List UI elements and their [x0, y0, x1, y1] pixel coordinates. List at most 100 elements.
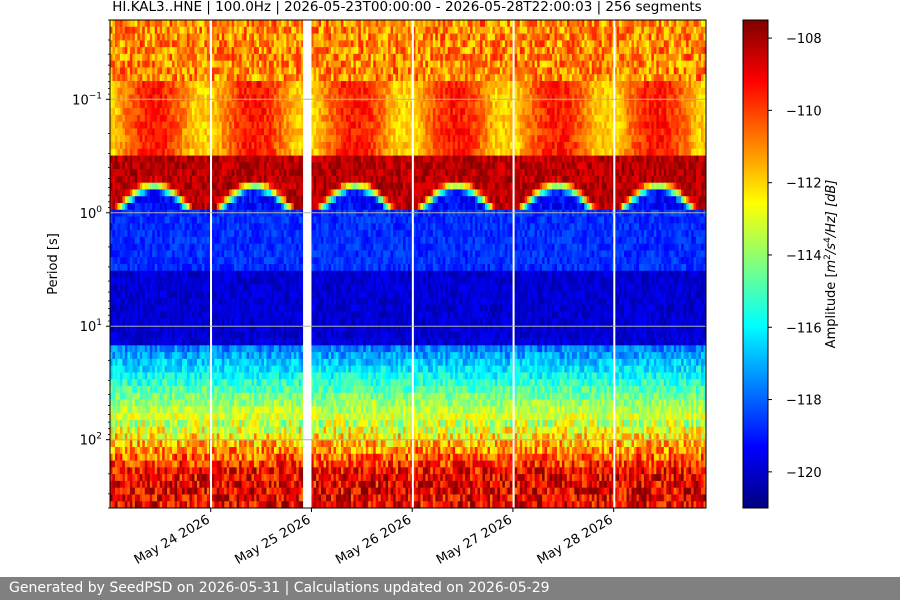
heatmap-cell	[139, 331, 143, 340]
heatmap-cell	[191, 47, 196, 55]
heatmap-cell	[281, 74, 285, 82]
heatmap-cell	[231, 358, 235, 367]
heatmap-cell	[236, 230, 240, 238]
heatmap-cell	[246, 325, 250, 333]
heatmap-cell	[194, 26, 198, 35]
heatmap-cell	[216, 345, 220, 353]
heatmap-cell	[276, 419, 280, 428]
heatmap-cell	[254, 243, 258, 252]
heatmap-cell	[162, 494, 166, 502]
heatmap-cell	[199, 413, 203, 421]
heatmap-cell	[114, 182, 119, 191]
heatmap-cell	[129, 114, 133, 123]
heatmap-cell	[239, 460, 243, 468]
heatmap-cell	[117, 20, 121, 28]
heatmap-cell	[169, 142, 173, 150]
heatmap-cell	[241, 209, 245, 218]
heatmap-cell	[204, 203, 208, 211]
heatmap-cell	[219, 311, 223, 319]
heatmap-cell	[169, 304, 173, 313]
heatmap-cell	[144, 365, 148, 374]
heatmap-cell	[124, 169, 128, 177]
heatmap-cell	[159, 474, 163, 482]
heatmap-cell	[206, 81, 210, 89]
heatmap-cell	[159, 135, 163, 143]
heatmap-cell	[129, 142, 133, 150]
heatmap-cell	[236, 81, 240, 89]
heatmap-cell	[276, 223, 280, 231]
heatmap-cell	[251, 87, 255, 96]
heatmap-cell	[273, 331, 277, 340]
heatmap-cell	[119, 433, 124, 441]
heatmap-cell	[278, 345, 282, 353]
heatmap-cell	[251, 20, 255, 28]
heatmap-cell	[281, 47, 285, 55]
heatmap-cell	[216, 325, 220, 333]
heatmap-cell	[211, 419, 215, 428]
heatmap-cell	[157, 169, 161, 177]
heatmap-cell	[144, 33, 148, 41]
heatmap-cell	[144, 67, 148, 75]
heatmap-cell	[162, 67, 166, 75]
heatmap-cell	[147, 236, 151, 245]
heatmap-cell	[261, 474, 265, 482]
heatmap-cell	[169, 203, 173, 211]
heatmap-cell	[219, 440, 223, 448]
heatmap-cell	[224, 480, 228, 489]
heatmap-cell	[259, 67, 263, 75]
heatmap-cell	[219, 480, 223, 489]
heatmap-cell	[129, 182, 133, 191]
heatmap-cell	[236, 40, 240, 48]
heatmap-cell	[246, 297, 250, 306]
heatmap-cell	[144, 209, 148, 218]
heatmap-cell	[214, 501, 218, 508]
heatmap-cell	[134, 264, 138, 272]
heatmap-cell	[256, 67, 260, 75]
heatmap-cell	[239, 474, 243, 482]
heatmap-cell	[191, 297, 196, 306]
heatmap-cell	[191, 352, 196, 360]
heatmap-cell	[278, 399, 282, 407]
heatmap-cell	[271, 26, 275, 35]
heatmap-cell	[177, 379, 181, 387]
heatmap-cell	[149, 352, 153, 360]
heatmap-cell	[142, 175, 146, 184]
heatmap-cell	[119, 182, 124, 191]
heatmap-cell	[199, 216, 203, 224]
heatmap-cell	[259, 114, 263, 123]
heatmap-cell	[122, 419, 126, 428]
heatmap-cell	[174, 128, 178, 136]
heatmap-cell	[177, 250, 181, 258]
heatmap-cell	[177, 406, 181, 414]
heatmap-cell	[241, 33, 245, 41]
heatmap-cell	[142, 81, 146, 89]
heatmap-cell	[114, 419, 119, 428]
heatmap-cell	[221, 60, 225, 69]
heatmap-cell	[110, 87, 114, 96]
heatmap-cell	[142, 284, 146, 292]
heatmap-cell	[259, 379, 263, 387]
heatmap-cell	[221, 243, 225, 252]
heatmap-cell	[124, 413, 128, 421]
heatmap-cell	[236, 264, 240, 272]
heatmap-cell	[204, 26, 208, 35]
heatmap-cell	[191, 453, 196, 462]
heatmap-cell	[259, 209, 263, 218]
heatmap-cell	[162, 33, 166, 41]
heatmap-cell	[211, 142, 215, 150]
heatmap-cell	[249, 128, 253, 136]
heatmap-cell	[172, 311, 176, 319]
heatmap-cell	[236, 236, 240, 245]
heatmap-cell	[110, 114, 114, 123]
heatmap-cell	[124, 406, 128, 414]
heatmap-cell	[244, 250, 248, 258]
heatmap-cell	[221, 494, 225, 502]
heatmap-cell	[157, 474, 161, 482]
heatmap-cell	[147, 169, 151, 177]
heatmap-cell	[154, 392, 158, 401]
heatmap-cell	[114, 392, 119, 401]
heatmap-cell	[191, 372, 196, 380]
heatmap-cell	[229, 406, 233, 414]
heatmap-cell	[199, 135, 203, 143]
heatmap-cell	[244, 60, 248, 69]
